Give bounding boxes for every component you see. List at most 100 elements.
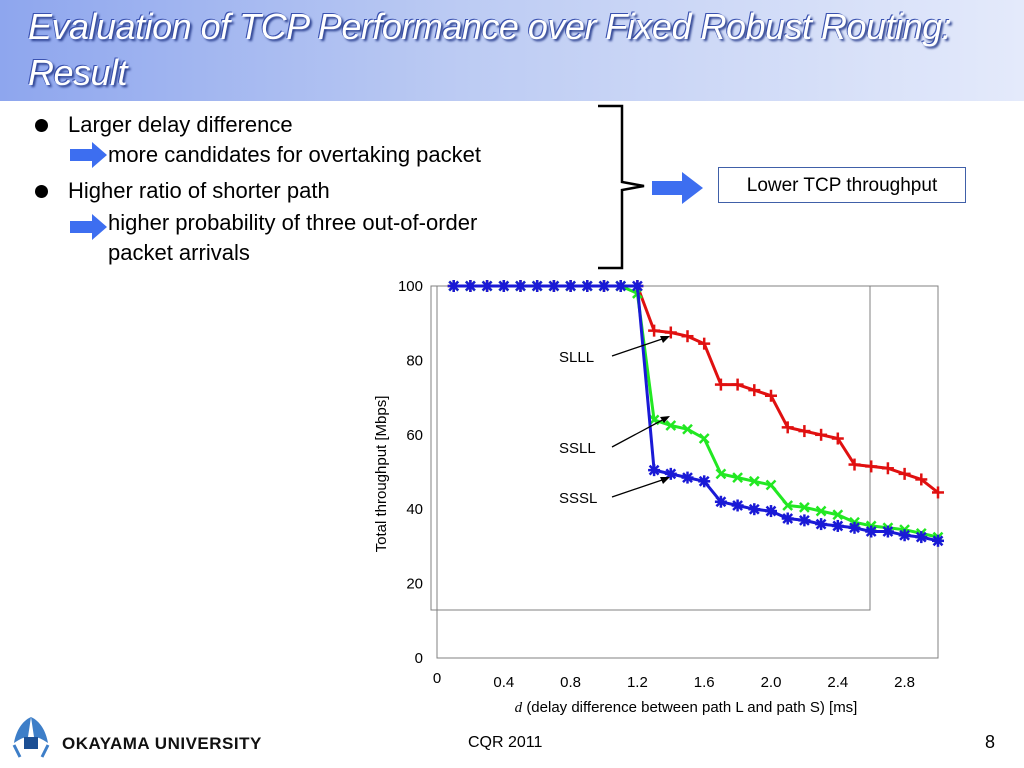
data-point — [714, 378, 727, 391]
x-tick-label: 0 — [433, 670, 441, 687]
data-point — [481, 280, 493, 292]
data-point — [514, 280, 527, 292]
data-point — [614, 280, 627, 292]
data-point — [531, 280, 544, 292]
data-point — [899, 524, 910, 536]
data-point — [765, 505, 777, 518]
data-point — [514, 280, 527, 292]
data-point — [632, 288, 643, 299]
data-point — [681, 471, 694, 484]
data-point — [898, 529, 911, 542]
x-tick-label: 0.8 — [560, 674, 581, 691]
data-point — [698, 433, 710, 444]
x-axis-label: d (delay difference between path L and p… — [515, 699, 858, 716]
data-point — [731, 378, 744, 391]
data-point — [565, 280, 576, 292]
data-point — [698, 475, 711, 488]
series-sssl — [447, 280, 944, 547]
data-point — [715, 468, 727, 480]
data-point — [848, 458, 861, 471]
data-point — [464, 280, 477, 292]
data-point — [598, 280, 610, 292]
series-slll — [447, 280, 944, 499]
y-tick-label: 40 — [406, 501, 423, 518]
plot-frame — [436, 285, 939, 659]
slide-title: Evaluation of TCP Performance over Fixed… — [28, 6, 952, 93]
data-point — [648, 464, 661, 477]
data-point — [782, 500, 794, 511]
data-point — [665, 420, 677, 431]
data-point — [681, 330, 694, 343]
data-point — [815, 518, 828, 531]
bullet-2-text: Higher ratio of shorter path — [68, 178, 330, 203]
data-point — [714, 495, 727, 508]
y-tick-label: 60 — [406, 427, 423, 444]
y-tick-label: 100 — [398, 278, 423, 295]
data-point — [564, 280, 577, 292]
series-ssll — [448, 280, 944, 543]
data-point — [464, 280, 477, 292]
right-arrow-icon — [70, 214, 107, 240]
annotation-slll: SLLL — [559, 349, 594, 366]
y-tick-label: 0 — [415, 650, 423, 667]
annotation-sssl: SSSL — [559, 490, 597, 507]
data-point — [447, 280, 460, 292]
data-point — [581, 280, 593, 292]
data-point — [531, 280, 544, 292]
data-point — [932, 534, 944, 547]
data-point — [849, 516, 860, 528]
data-point — [915, 473, 928, 486]
data-point — [731, 499, 744, 512]
bullet-dot — [35, 185, 48, 198]
annotation-arrow-slll — [611, 336, 669, 357]
title-bar: Evaluation of TCP Performance over Fixed… — [0, 0, 1024, 101]
data-point — [915, 531, 928, 544]
bullet-dot — [35, 119, 48, 132]
data-point — [765, 479, 777, 491]
annotation-arrow-sssl — [611, 477, 669, 498]
y-axis-label: Total throughput [Mbps] — [373, 396, 390, 553]
data-point — [898, 467, 911, 480]
data-point — [865, 460, 878, 473]
x-tick-label: 0.4 — [493, 674, 514, 691]
data-point — [748, 503, 761, 516]
data-point — [648, 324, 661, 337]
data-point — [547, 280, 560, 292]
x-tick-label: 2.0 — [761, 674, 782, 691]
data-point — [781, 512, 794, 525]
data-point — [497, 280, 510, 292]
conference-label: CQR 2011 — [468, 734, 543, 751]
data-point — [598, 280, 610, 292]
bullet-1-text: Larger delay difference — [68, 112, 293, 137]
inner-frame — [430, 285, 871, 611]
data-point — [598, 280, 610, 292]
conclusion-box: Lower TCP throughput — [718, 167, 966, 203]
page-number: 8 — [985, 732, 996, 752]
x-tick-label: 2.8 — [894, 674, 915, 691]
data-point — [831, 519, 844, 532]
data-point — [932, 486, 944, 499]
annotation-arrowhead — [660, 416, 670, 423]
data-point — [831, 432, 844, 445]
data-point — [881, 462, 894, 475]
data-point — [631, 280, 644, 292]
bullet-2-sub-line-1: higher probability of three out-of-order — [108, 210, 478, 235]
data-point — [815, 505, 827, 517]
series-line — [453, 284, 939, 539]
data-point — [832, 509, 844, 521]
y-tick-label: 80 — [406, 352, 423, 369]
data-point — [615, 280, 627, 292]
data-point — [631, 280, 644, 292]
data-point — [682, 423, 693, 435]
y-tick-label: 20 — [406, 576, 423, 593]
data-point — [798, 425, 811, 438]
data-point — [581, 280, 594, 292]
data-point — [548, 280, 560, 292]
data-point — [698, 337, 711, 350]
university-name: OKAYAMA UNIVERSITY — [62, 734, 262, 753]
bullet-2-sub-line-2: packet arrivals — [108, 240, 250, 265]
right-arrow-icon — [70, 142, 107, 168]
data-point — [881, 525, 894, 538]
right-brace-icon — [598, 104, 645, 270]
data-point — [781, 421, 794, 434]
